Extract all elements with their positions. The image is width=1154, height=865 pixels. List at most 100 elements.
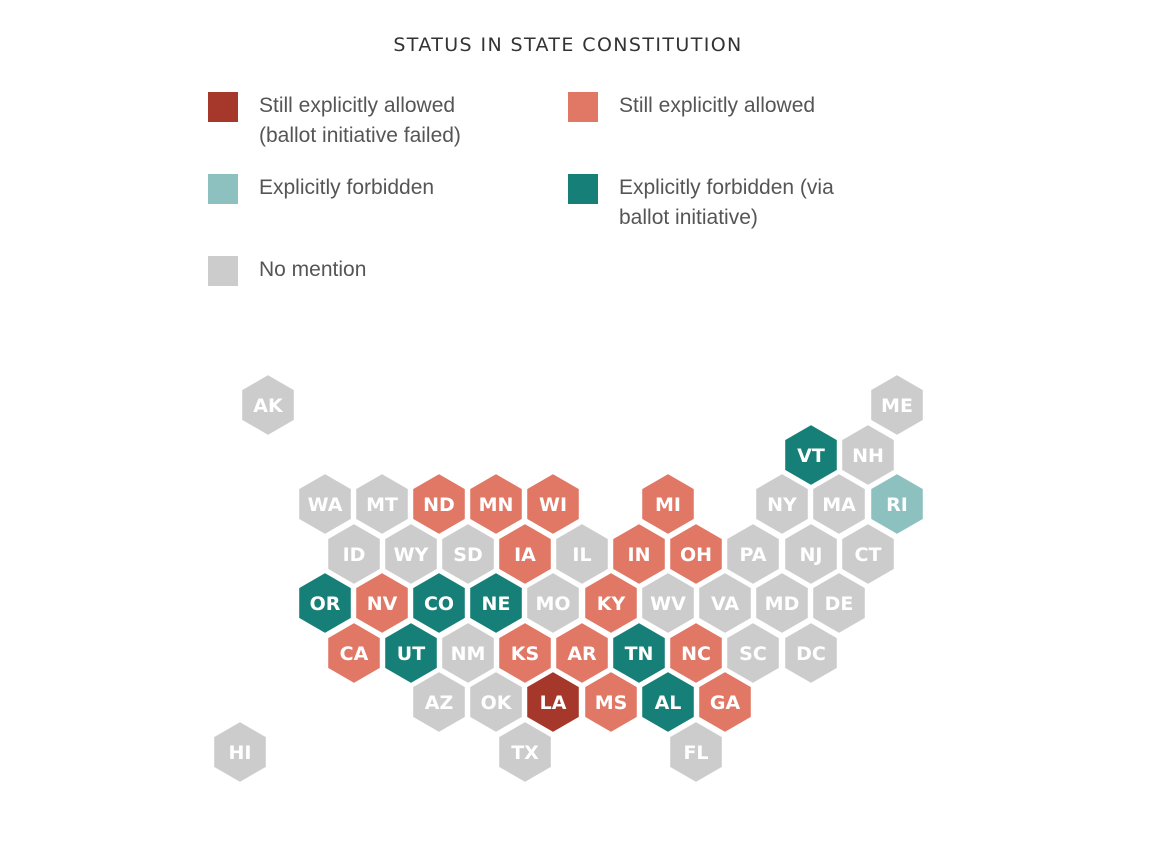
state-hex-shape [810, 470, 868, 538]
state-hex-ar: AR [553, 619, 611, 687]
state-hex-mn: MN [467, 470, 525, 538]
state-hex-ri: RI [868, 470, 926, 538]
state-label: IA [514, 544, 536, 566]
state-label: NE [482, 593, 511, 615]
legend-swatch [568, 92, 598, 122]
legend-item-forbidden: Explicitly forbidden [208, 173, 434, 204]
state-hex-oh: OH [667, 520, 725, 588]
state-label: AL [655, 692, 682, 714]
state-hex-shape [553, 520, 611, 588]
state-hex-az: AZ [410, 668, 468, 736]
state-hex-shape [582, 668, 640, 736]
state-hex-fl: FL [667, 718, 725, 786]
state-label: VT [797, 445, 825, 467]
state-hex-wy: WY [382, 520, 440, 588]
legend-swatch [208, 92, 238, 122]
state-label: MA [822, 494, 856, 516]
state-label: TX [511, 742, 539, 764]
state-hex-wi: WI [524, 470, 582, 538]
state-label: WI [539, 494, 567, 516]
legend-item-forbidden-ballot: Explicitly forbidden (via ballot initiat… [568, 173, 834, 233]
state-hex-shape [868, 371, 926, 439]
state-hex-shape [524, 470, 582, 538]
state-hex-shape [610, 619, 668, 687]
state-hex-shape [639, 470, 697, 538]
legend-label: No mention [259, 258, 367, 281]
state-label: RI [886, 494, 908, 516]
state-hex-shape [410, 470, 468, 538]
state-label: KY [597, 593, 626, 615]
state-label: MD [765, 593, 800, 615]
state-hex-shape [439, 520, 497, 588]
state-label: PA [740, 544, 767, 566]
state-hex-shape [610, 520, 668, 588]
state-label: WV [650, 593, 686, 615]
state-hex-ct: CT [839, 520, 897, 588]
state-hex-shape [496, 619, 554, 687]
state-hex-nv: NV [353, 569, 411, 637]
state-hex-shape [496, 718, 554, 786]
state-hex-ia: IA [496, 520, 554, 588]
state-hex-co: CO [410, 569, 468, 637]
state-hex-la: LA [524, 668, 582, 736]
state-hex-shape [410, 569, 468, 637]
state-hex-shape [467, 569, 525, 637]
state-hex-shape [239, 371, 297, 439]
state-hex-pa: PA [724, 520, 782, 588]
state-hex-mi: MI [639, 470, 697, 538]
state-label: MS [595, 692, 628, 714]
legend-swatch [208, 174, 238, 204]
state-hex-shape [696, 569, 754, 637]
state-hex-shape [524, 668, 582, 736]
state-hex-shape [382, 619, 440, 687]
state-hex-ut: UT [382, 619, 440, 687]
state-hex-il: IL [553, 520, 611, 588]
state-hex-md: MD [753, 569, 811, 637]
state-hex-shape [524, 569, 582, 637]
state-hex-me: ME [868, 371, 926, 439]
state-hex-shape [553, 619, 611, 687]
state-hex-nh: NH [839, 421, 897, 489]
state-hex-shape [696, 668, 754, 736]
state-hex-vt: VT [782, 421, 840, 489]
state-label: TN [625, 643, 654, 665]
state-hex-shape [410, 668, 468, 736]
state-hex-shape [353, 470, 411, 538]
state-hex-shape [839, 421, 897, 489]
state-hex-va: VA [696, 569, 754, 637]
legend-label: Explicitly forbidden (via ballot initiat… [619, 176, 834, 229]
state-hex-ky: KY [582, 569, 640, 637]
state-hex-shape [639, 668, 697, 736]
state-hex-shape [667, 619, 725, 687]
state-hex-sc: SC [724, 619, 782, 687]
state-label: CA [340, 643, 369, 665]
state-hex-nd: ND [410, 470, 468, 538]
state-hex-shape [868, 470, 926, 538]
state-label: MO [535, 593, 570, 615]
state-label: OH [680, 544, 712, 566]
state-label: DE [825, 593, 854, 615]
state-label: CO [424, 593, 454, 615]
state-hex-ak: AK [239, 371, 297, 439]
state-label: ID [343, 544, 366, 566]
state-label: FL [683, 742, 708, 764]
state-label: CT [855, 544, 882, 566]
state-hex-nc: NC [667, 619, 725, 687]
state-hex-de: DE [810, 569, 868, 637]
state-hex-mo: MO [524, 569, 582, 637]
state-label: AR [567, 643, 597, 665]
state-hex-shape [753, 569, 811, 637]
state-hex-ms: MS [582, 668, 640, 736]
state-hex-ny: NY [753, 470, 811, 538]
state-label: ND [423, 494, 455, 516]
state-hex-shape [667, 520, 725, 588]
state-label: AZ [425, 692, 453, 714]
state-hex-tx: TX [496, 718, 554, 786]
state-label: LA [540, 692, 567, 714]
state-hex-shape [467, 668, 525, 736]
state-label: HI [229, 742, 252, 764]
state-label: VA [711, 593, 739, 615]
state-label: GA [710, 692, 741, 714]
state-hex-shape [382, 520, 440, 588]
state-hex-shape [211, 718, 269, 786]
